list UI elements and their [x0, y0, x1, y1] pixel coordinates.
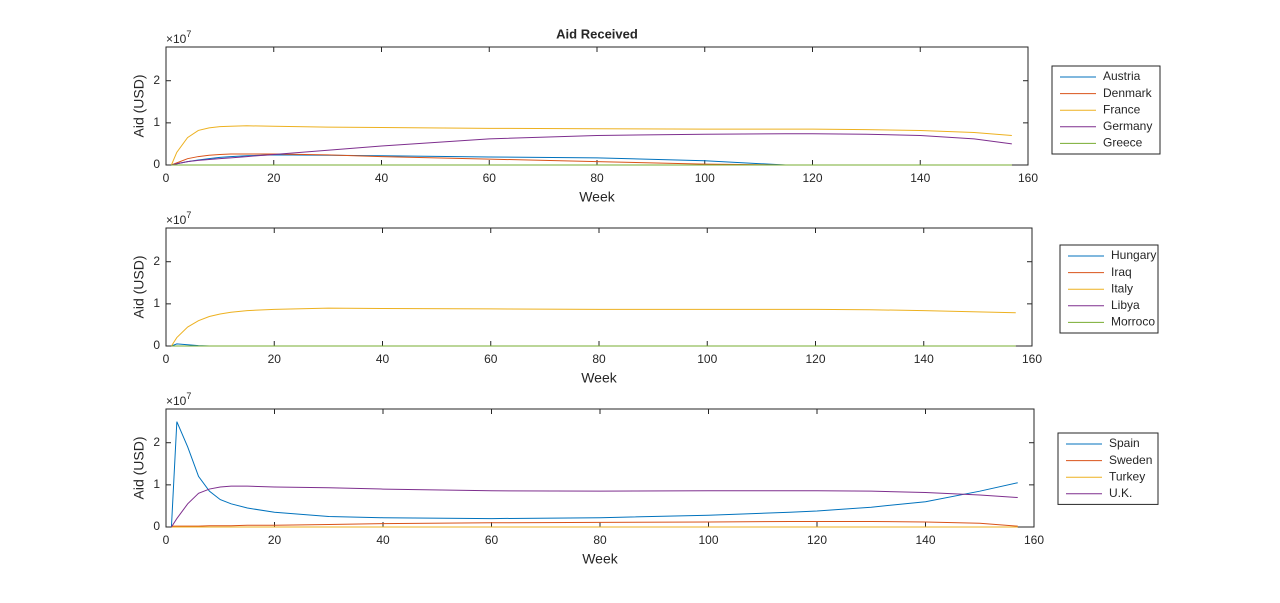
series-line: [170, 307, 1016, 347]
x-tick-label: 20: [268, 533, 282, 547]
x-tick-label: 80: [593, 533, 607, 547]
chart-title: Aid Received: [556, 26, 638, 41]
x-tick-label: 160: [1022, 352, 1042, 366]
series-line: [171, 521, 1018, 527]
x-tick-label: 20: [267, 171, 281, 185]
x-tick-label: 0: [163, 533, 170, 547]
y-multiplier-exponent: 7: [186, 210, 191, 220]
x-tick-label: 40: [376, 533, 390, 547]
y-tick-label: 1: [153, 296, 160, 310]
legend-label: Germany: [1103, 119, 1152, 133]
y-tick-label: 0: [153, 157, 160, 171]
x-tick-label: 80: [592, 352, 606, 366]
subplot: 0 20 40 60 80 100 120 140 160 0 1 2 ×107 Week Aid (USD…: [131, 210, 1159, 386]
subplot: 0 20 40 60 80 100 120 140 160 0 1 2 ×107 Week Aid (USD…: [131, 391, 1159, 567]
legend-label: Denmark: [1103, 86, 1153, 100]
x-axis-label: Week: [581, 370, 618, 386]
legend-label: Libya: [1111, 298, 1140, 312]
x-tick-label: 140: [910, 171, 930, 185]
x-tick-label: 100: [695, 171, 715, 185]
x-tick-label: 60: [484, 352, 498, 366]
legend-label: Greece: [1103, 136, 1143, 150]
y-tick-label: 0: [153, 338, 160, 352]
x-tick-label: 60: [483, 171, 497, 185]
legend-label: Morroco: [1111, 315, 1155, 329]
y-multiplier: ×107: [166, 210, 191, 227]
x-tick-label: 0: [163, 171, 170, 185]
y-axis-label: Aid (USD): [131, 74, 147, 137]
x-tick-label: 120: [802, 171, 822, 185]
legend-label: Sweden: [1109, 453, 1152, 467]
legend-label: U.K.: [1109, 486, 1132, 500]
legend-label: Hungary: [1111, 248, 1156, 262]
y-multiplier: ×107: [166, 29, 191, 46]
legend-label: Spain: [1109, 436, 1140, 450]
y-tick-label: 1: [153, 115, 160, 129]
x-tick-label: 40: [375, 171, 389, 185]
x-tick-label: 20: [268, 352, 282, 366]
x-tick-label: 160: [1018, 171, 1038, 185]
x-tick-label: 120: [807, 533, 827, 547]
y-multiplier-base: ×10: [166, 32, 187, 46]
series-line: [171, 133, 1012, 166]
x-tick-label: 140: [915, 533, 935, 547]
y-multiplier-base: ×10: [166, 213, 187, 227]
series-line: [170, 421, 1018, 528]
y-multiplier-exponent: 7: [186, 391, 191, 401]
x-tick-label: 0: [163, 352, 170, 366]
y-tick-label: 1: [153, 477, 160, 491]
legend-label: Iraq: [1111, 265, 1132, 279]
y-tick-label: 2: [153, 254, 160, 268]
series-line: [171, 485, 1018, 528]
y-multiplier-exponent: 7: [186, 29, 191, 39]
y-tick-label: 2: [153, 435, 160, 449]
y-axis-label: Aid (USD): [131, 255, 147, 318]
x-axis-label: Week: [579, 189, 616, 205]
series-line: [170, 125, 1012, 166]
legend-label: Turkey: [1109, 469, 1145, 483]
y-multiplier-base: ×10: [166, 394, 187, 408]
plot-area: [165, 227, 1033, 347]
y-axis-label: Aid (USD): [131, 436, 147, 499]
x-tick-label: 100: [697, 352, 717, 366]
legend-label: Italy: [1111, 281, 1133, 295]
x-tick-label: 120: [805, 352, 825, 366]
x-axis-label: Week: [582, 551, 619, 567]
x-tick-label: 40: [376, 352, 390, 366]
x-tick-label: 100: [698, 533, 718, 547]
legend-label: France: [1103, 102, 1141, 116]
x-tick-label: 140: [914, 352, 934, 366]
plot-area: [165, 46, 1029, 166]
y-multiplier: ×107: [166, 391, 191, 408]
x-tick-label: 60: [485, 533, 499, 547]
legend-box: [1057, 432, 1159, 505]
plot-area: [165, 408, 1035, 528]
subplot: 0 20 40 60 80 100 120 140 160 0 1 2 ×107 Aid Received…: [131, 26, 1161, 205]
legend-label: Austria: [1103, 69, 1141, 83]
x-tick-label: 80: [590, 171, 604, 185]
y-tick-label: 0: [153, 519, 160, 533]
x-tick-label: 160: [1024, 533, 1044, 547]
y-tick-label: 2: [153, 73, 160, 87]
